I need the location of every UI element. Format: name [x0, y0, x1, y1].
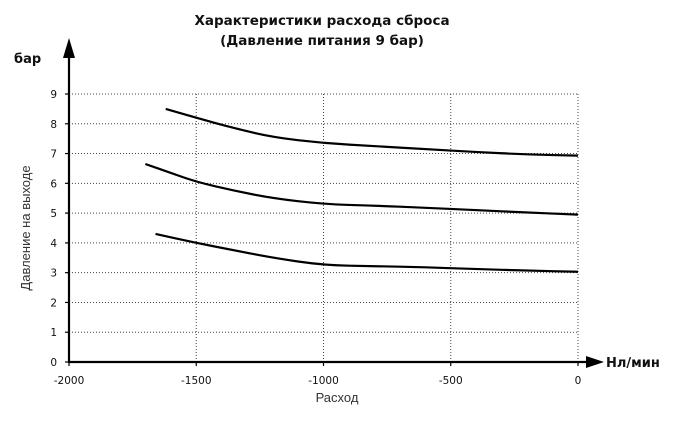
y-tick-label: 6: [50, 178, 57, 190]
chart-title-line-1: Характеристики расхода сброса: [194, 13, 449, 29]
y-tick-label: 2: [50, 297, 57, 309]
y-tick-label: 3: [50, 268, 57, 280]
x-axis-title: Расход: [316, 390, 359, 405]
chart-title-line-2: (Давление питания 9 бар): [220, 33, 424, 49]
x-tick-label: 0: [575, 375, 582, 387]
axes-layer: [63, 38, 604, 368]
series-line-2: [144, 162, 579, 216]
x-tick-label: -1000: [308, 375, 339, 387]
y-tick-label: 0: [50, 357, 57, 369]
y-tick-label: 8: [50, 119, 57, 131]
y-tick-label: 5: [50, 208, 57, 220]
y-tick-label: 4: [50, 238, 57, 250]
tick-labels-layer: 0 1 2 3 4 5 6 7 8 9 -2000 -1500 -1000 -500 0: [50, 89, 581, 387]
y-tick-label: 9: [50, 89, 57, 101]
y-tick-label: 7: [50, 149, 57, 161]
y-tick-label: 1: [50, 327, 57, 339]
x-tick-label: -1500: [181, 375, 212, 387]
x-unit-label: Нл/мин: [606, 356, 660, 371]
grid-layer: [69, 93, 579, 362]
series-layer: [144, 107, 579, 273]
x-tick-label: -500: [439, 375, 463, 387]
y-axis-arrow: [63, 38, 75, 58]
x-axis-arrow: [586, 356, 604, 368]
x-tick-label: -2000: [54, 375, 85, 387]
series-line-3: [155, 232, 579, 273]
y-axis-title: Давление на выходе: [18, 165, 33, 290]
y-unit-label: бар: [14, 52, 41, 67]
series-line-1: [165, 107, 579, 157]
